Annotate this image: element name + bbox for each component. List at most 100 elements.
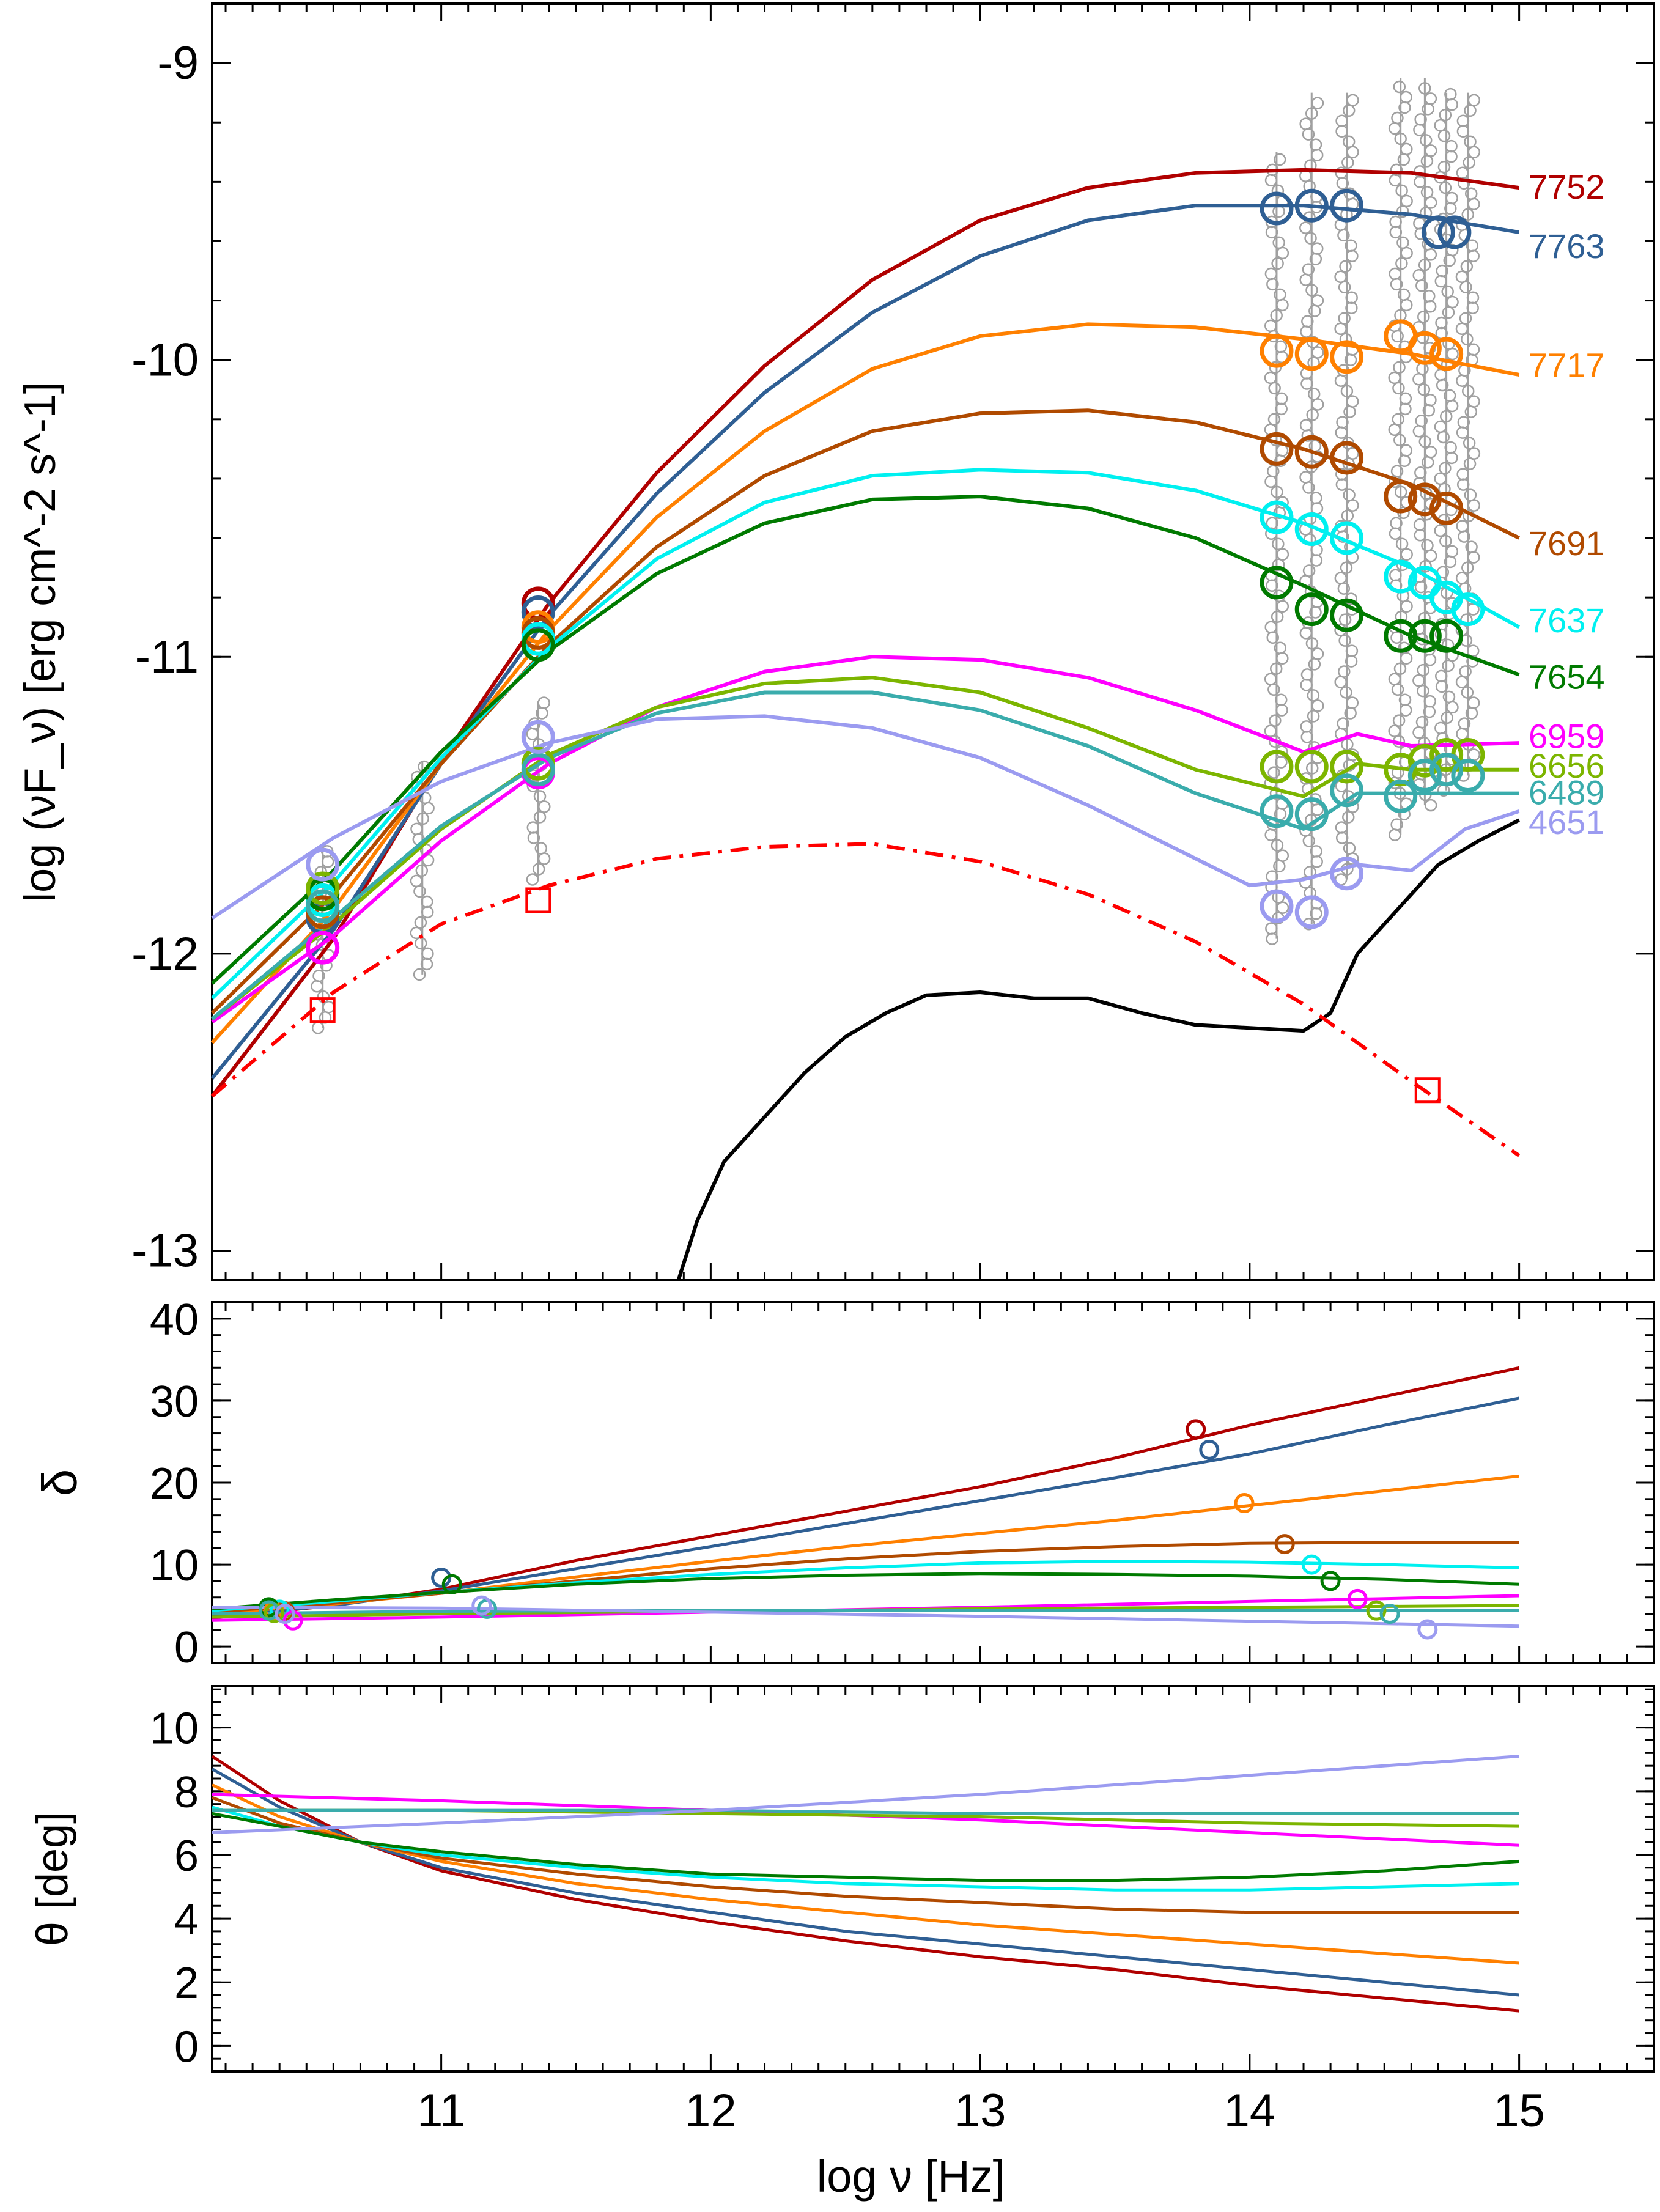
archive-point — [1467, 499, 1481, 512]
archive-point — [1459, 312, 1472, 325]
archive-point — [415, 864, 429, 877]
archive-point — [1310, 492, 1322, 504]
archive-point — [1424, 798, 1437, 812]
archive-point — [1275, 704, 1288, 717]
archive-point — [1393, 662, 1407, 675]
series-line-7654 — [210, 495, 1520, 985]
delta-marker-7654 — [1320, 1571, 1341, 1591]
series-line-host-galaxy — [676, 818, 1520, 1281]
archive-point — [1424, 248, 1437, 261]
epoch-label-6489: 6489 — [1529, 773, 1605, 812]
archive-point — [1419, 134, 1433, 147]
archive-point — [1464, 135, 1477, 149]
series-line-4651 — [211, 714, 1520, 920]
archive-point — [1273, 153, 1286, 166]
archive-point — [1388, 122, 1401, 135]
archive-point — [1445, 451, 1458, 465]
sed-point-7691 — [1294, 435, 1329, 469]
archive-point — [1392, 382, 1405, 395]
archive-point — [1445, 545, 1459, 558]
archive-point — [1456, 468, 1469, 481]
archive-point — [1268, 382, 1281, 395]
archive-point — [1300, 668, 1314, 681]
archive-point — [1264, 673, 1277, 685]
archive-point — [1392, 714, 1406, 727]
sed-point-7654 — [1407, 619, 1442, 653]
archive-point — [1456, 125, 1470, 138]
archive-point — [1442, 659, 1455, 673]
archive-point — [1264, 475, 1277, 488]
archive-point — [1304, 232, 1317, 245]
archive-point — [534, 842, 548, 855]
archive-point — [1414, 113, 1427, 126]
archive-point — [1305, 107, 1318, 120]
epoch-label-7637: 7637 — [1529, 601, 1605, 640]
archive-point — [1423, 290, 1436, 303]
archive-point — [1467, 748, 1480, 761]
archive-point — [1273, 860, 1286, 872]
sed-point-7717 — [1407, 331, 1442, 365]
series-line-7763 — [210, 204, 1520, 1080]
series-line-7654 — [212, 1572, 1519, 1610]
archive-point — [1388, 423, 1401, 437]
archive-point — [1274, 693, 1288, 706]
archive-point — [1335, 426, 1348, 439]
archive-point — [1439, 462, 1452, 475]
x-tick-label: 14 — [1224, 2085, 1276, 2137]
archive-point — [1334, 270, 1347, 283]
sed-point-7637 — [1451, 592, 1485, 627]
delta-marker-4651 — [1417, 1619, 1438, 1640]
archive-point — [1345, 301, 1358, 314]
archive-point — [1336, 416, 1349, 429]
series-line-7691 — [210, 408, 1520, 1015]
archive-point — [1425, 196, 1437, 209]
archive-point — [1467, 551, 1480, 564]
theta-curves — [211, 1755, 1519, 2013]
archive-point — [1310, 845, 1322, 858]
x-tick-label: 11 — [417, 2085, 465, 2137]
y-tick-label: 4 — [174, 1895, 199, 1944]
archive-point — [1400, 298, 1413, 312]
archive-point — [1275, 444, 1289, 457]
y-tick-label: 8 — [174, 1768, 199, 1817]
archive-point — [1414, 165, 1426, 178]
archive-point — [1434, 524, 1447, 537]
archive-point — [1424, 445, 1437, 459]
archive-point — [1267, 413, 1281, 426]
archive-point — [526, 728, 539, 740]
sed-point-6656 — [1429, 738, 1464, 772]
archive-point — [1461, 561, 1474, 574]
sed-point-7763 — [1260, 191, 1294, 226]
sed-point-6656 — [1407, 743, 1442, 778]
sed-point-7654 — [1429, 619, 1464, 653]
archive-point — [1446, 243, 1459, 257]
archive-point — [410, 874, 423, 888]
archive-point — [1276, 849, 1289, 862]
archive-point — [1271, 257, 1284, 270]
archive-point — [1299, 169, 1312, 182]
archive-point — [1400, 704, 1412, 717]
archive-point — [413, 968, 426, 981]
archive-point — [1399, 392, 1412, 405]
archive-point — [1396, 236, 1409, 249]
sed-panel-frame — [211, 2, 1655, 1281]
archive-point — [1276, 548, 1289, 561]
archive-point — [537, 696, 550, 709]
archive-point — [1311, 242, 1324, 255]
archive-point — [1439, 108, 1452, 122]
sed-point-7763 — [1330, 188, 1364, 223]
delta-marker-7717 — [1234, 1493, 1255, 1514]
archive-point — [1417, 383, 1431, 396]
archive-point — [1270, 309, 1283, 322]
archive-point — [1413, 518, 1426, 531]
sed-point-6656 — [1330, 750, 1364, 784]
archive-point — [1466, 291, 1480, 304]
archive-point — [1264, 319, 1277, 333]
archive-point — [1299, 221, 1312, 234]
x-tick-label: 13 — [954, 2085, 1006, 2137]
sed-point-6489 — [1260, 794, 1294, 828]
archive-point — [1345, 239, 1357, 252]
archive-point — [1340, 686, 1352, 699]
archive-point — [1271, 610, 1284, 623]
archive-point — [421, 905, 434, 919]
